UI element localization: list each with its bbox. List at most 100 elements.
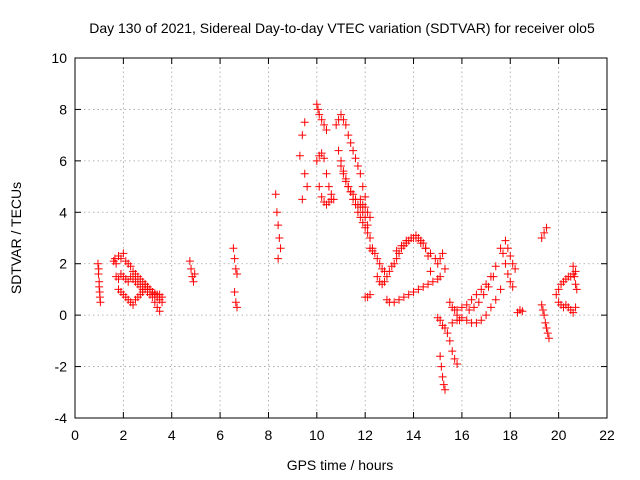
data-point xyxy=(457,303,466,312)
data-point xyxy=(436,352,445,361)
data-point xyxy=(479,290,488,299)
data-point xyxy=(312,100,321,109)
data-point xyxy=(298,195,307,204)
data-point xyxy=(124,277,133,286)
data-point xyxy=(276,244,285,253)
data-point xyxy=(392,254,401,263)
data-point xyxy=(508,282,517,291)
y-tick-label: 2 xyxy=(59,256,67,272)
data-point xyxy=(411,234,420,242)
data-point xyxy=(462,300,471,309)
data-point xyxy=(231,298,240,307)
y-tick-labels: -4 -2 0 2 4 6 8 10 xyxy=(51,50,67,426)
data-point xyxy=(506,277,515,286)
data-point xyxy=(126,262,135,271)
data-point xyxy=(363,228,372,237)
x-tick-label: 18 xyxy=(502,427,518,443)
data-point xyxy=(402,236,411,245)
data-point xyxy=(571,280,580,289)
data-point xyxy=(445,336,454,345)
data-point xyxy=(314,105,323,114)
data-point xyxy=(491,295,500,304)
data-point xyxy=(397,241,406,250)
data-point xyxy=(337,162,345,170)
data-point xyxy=(439,380,448,389)
data-point xyxy=(433,259,442,268)
data-point xyxy=(300,169,309,178)
data-point xyxy=(395,295,404,304)
data-point xyxy=(233,270,242,278)
chart-title: Day 130 of 2021, Sidereal Day-to-day VTE… xyxy=(89,20,595,36)
x-axis-label: GPS time / hours xyxy=(287,457,394,473)
data-point xyxy=(114,275,123,284)
data-point xyxy=(438,372,447,381)
data-point xyxy=(453,360,462,368)
data-point xyxy=(392,246,401,255)
data-point xyxy=(337,110,345,119)
data-point xyxy=(445,298,454,307)
data-point xyxy=(571,303,580,312)
data-point xyxy=(346,138,355,147)
data-point xyxy=(116,254,125,263)
data-point xyxy=(344,131,353,140)
data-point xyxy=(353,208,362,217)
data-points xyxy=(93,100,581,394)
data-point xyxy=(506,252,515,260)
data-point xyxy=(189,277,198,286)
data-point xyxy=(356,169,365,178)
x-tick-labels: 0 2 4 6 8 10 12 14 16 18 20 22 xyxy=(71,427,615,443)
data-point xyxy=(477,316,486,325)
data-point xyxy=(95,293,104,302)
data-point xyxy=(540,311,549,320)
data-point xyxy=(570,272,579,281)
data-point xyxy=(275,234,284,242)
data-point xyxy=(486,303,495,312)
data-point xyxy=(317,192,326,201)
data-point xyxy=(472,290,481,299)
data-point xyxy=(150,298,159,307)
data-point xyxy=(399,293,408,302)
data-point xyxy=(361,203,370,212)
y-tick-label: -4 xyxy=(55,410,68,426)
data-point xyxy=(437,362,446,371)
data-point xyxy=(190,270,199,278)
y-tick-label: 8 xyxy=(59,101,67,117)
data-point xyxy=(317,115,326,124)
data-point xyxy=(315,110,324,119)
data-point xyxy=(339,115,348,124)
data-point xyxy=(320,120,329,129)
data-point xyxy=(385,267,394,276)
x-tick-label: 12 xyxy=(357,427,373,443)
x-tick-label: 22 xyxy=(599,427,615,443)
data-point xyxy=(356,213,365,222)
data-point xyxy=(542,223,551,232)
data-point xyxy=(317,149,326,158)
data-point xyxy=(230,254,239,263)
data-point xyxy=(496,285,505,294)
data-point xyxy=(390,298,399,307)
axis-ticks xyxy=(74,57,608,419)
data-point xyxy=(554,285,563,294)
data-point xyxy=(112,259,121,268)
data-point xyxy=(419,282,428,291)
y-tick-label: 6 xyxy=(59,153,67,169)
data-point xyxy=(540,228,549,237)
data-point xyxy=(438,249,447,258)
data-point xyxy=(467,295,476,304)
data-point xyxy=(320,154,329,163)
data-point xyxy=(448,318,457,327)
data-point xyxy=(543,329,552,338)
data-point xyxy=(233,303,242,312)
data-point xyxy=(349,195,358,204)
data-point xyxy=(501,236,510,245)
data-point xyxy=(94,264,103,273)
data-point xyxy=(351,200,360,209)
data-point xyxy=(271,190,280,199)
data-point xyxy=(440,264,449,273)
data-point xyxy=(231,264,240,273)
data-point xyxy=(571,267,580,276)
data-point xyxy=(426,249,435,258)
data-point xyxy=(356,195,365,204)
data-point xyxy=(373,272,382,281)
data-point xyxy=(346,187,355,196)
